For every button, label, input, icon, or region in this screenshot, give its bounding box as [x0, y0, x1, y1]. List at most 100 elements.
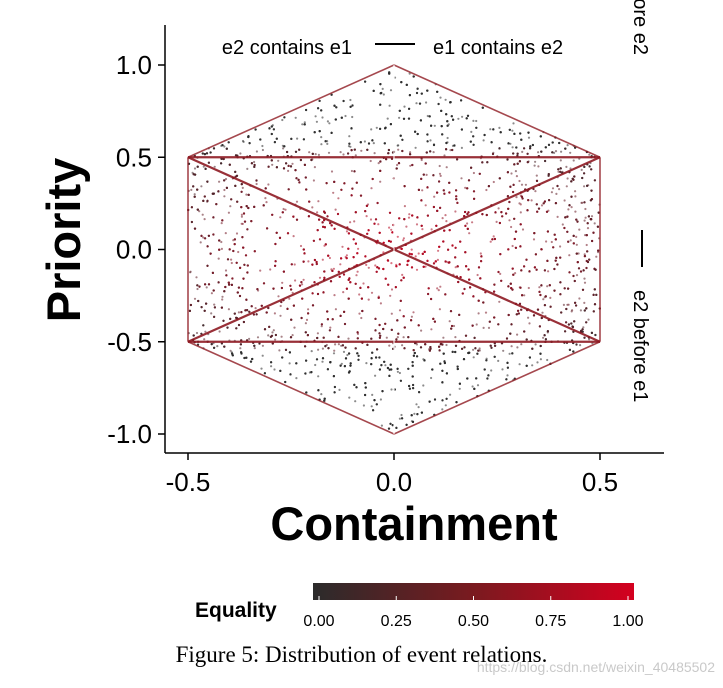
scatter-point — [587, 215, 591, 218]
scatter-point — [316, 336, 319, 340]
scatter-point — [397, 162, 401, 165]
scatter-point — [348, 396, 351, 399]
scatter-point — [488, 320, 491, 323]
scatter-point — [340, 257, 343, 260]
scatter-point — [423, 359, 426, 362]
scatter-point — [559, 256, 562, 259]
scatter-point — [380, 364, 383, 367]
scatter-point — [491, 152, 495, 156]
scatter-point — [499, 272, 502, 275]
scatter-point — [567, 287, 570, 290]
scatter-point — [384, 322, 387, 325]
scatter-point — [567, 323, 571, 326]
scatter-point — [487, 326, 491, 329]
scatter-point — [376, 266, 379, 269]
scatter-point — [370, 128, 373, 131]
scatter-point — [267, 165, 270, 168]
scatter-point — [528, 356, 532, 359]
scatter-point — [572, 234, 575, 237]
scatter-point — [558, 141, 561, 145]
scatter-point — [236, 200, 239, 203]
scatter-point — [426, 89, 429, 92]
scatter-point — [333, 227, 336, 230]
scatter-point — [597, 249, 600, 252]
scatter-point — [583, 309, 586, 312]
scatter-point — [353, 148, 356, 151]
scatter-point — [485, 359, 488, 362]
scatter-point — [289, 336, 293, 339]
scatter-point — [278, 349, 281, 352]
scatter-point — [441, 399, 444, 402]
scatter-point — [477, 312, 480, 315]
scatter-point — [241, 287, 244, 290]
scatter-point — [347, 152, 350, 155]
scatter-point — [430, 376, 433, 380]
scatter-point — [449, 101, 452, 104]
scatter-point — [212, 216, 215, 219]
scatter-point — [398, 371, 401, 375]
scatter-point — [330, 131, 333, 134]
scatter-point — [439, 174, 442, 177]
scatter-point — [302, 248, 305, 251]
scatter-point — [348, 142, 351, 145]
scatter-point — [379, 160, 382, 163]
scatter-point — [549, 305, 552, 308]
scatter-point — [518, 363, 521, 366]
scatter-point — [237, 250, 240, 254]
scatter-point — [248, 337, 251, 340]
scatter-point — [425, 173, 428, 176]
scatter-point — [360, 149, 363, 152]
scatter-point — [415, 102, 418, 105]
scatter-point — [341, 245, 344, 248]
scatter-point — [420, 92, 423, 95]
scatter-point — [326, 142, 329, 145]
scatter-point — [378, 336, 381, 339]
scatter-point — [247, 206, 250, 210]
scatter-point — [419, 346, 423, 349]
scatter-point — [337, 270, 340, 273]
scatter-point — [492, 128, 495, 131]
scatter-point — [454, 256, 457, 259]
scatter-point — [542, 336, 545, 339]
scatter-point — [445, 397, 448, 400]
scatter-point — [512, 183, 515, 186]
scatter-point — [357, 247, 360, 250]
scatter-point — [288, 297, 291, 300]
scatter-point — [243, 263, 246, 266]
scatter-point — [472, 119, 475, 122]
scatter-point — [328, 329, 331, 332]
scatter-point — [243, 220, 247, 223]
scatter-point — [589, 218, 592, 221]
scatter-point — [233, 238, 236, 241]
scatter-point — [346, 353, 349, 357]
scatter-point — [441, 133, 444, 136]
scatter-point — [583, 201, 586, 204]
scatter-point — [490, 346, 493, 349]
scatter-point — [375, 356, 378, 359]
scatter-point — [401, 344, 404, 347]
scatter-point — [431, 368, 434, 371]
scatter-point — [587, 318, 590, 321]
scatter-point — [426, 214, 429, 217]
scatter-point — [271, 163, 274, 166]
scatter-point — [454, 344, 458, 347]
scatter-point — [523, 265, 526, 268]
scatter-point — [584, 207, 587, 211]
scatter-point — [221, 298, 224, 301]
scatter-point — [287, 164, 290, 167]
scatter-point — [240, 206, 243, 209]
scatter-point — [193, 195, 196, 198]
scatter-point — [445, 220, 448, 223]
scatter-point — [535, 268, 538, 271]
scatter-point — [426, 133, 429, 136]
scatter-point — [422, 384, 425, 387]
scatter-point — [543, 200, 547, 203]
scatter-point — [253, 165, 256, 168]
scatter-point — [512, 152, 515, 155]
scatter-point — [323, 244, 326, 247]
scatter-point — [475, 377, 478, 380]
scatter-point — [550, 191, 554, 194]
scatter-point — [250, 305, 253, 308]
scatter-point — [277, 159, 280, 162]
scatter-point — [221, 144, 224, 147]
